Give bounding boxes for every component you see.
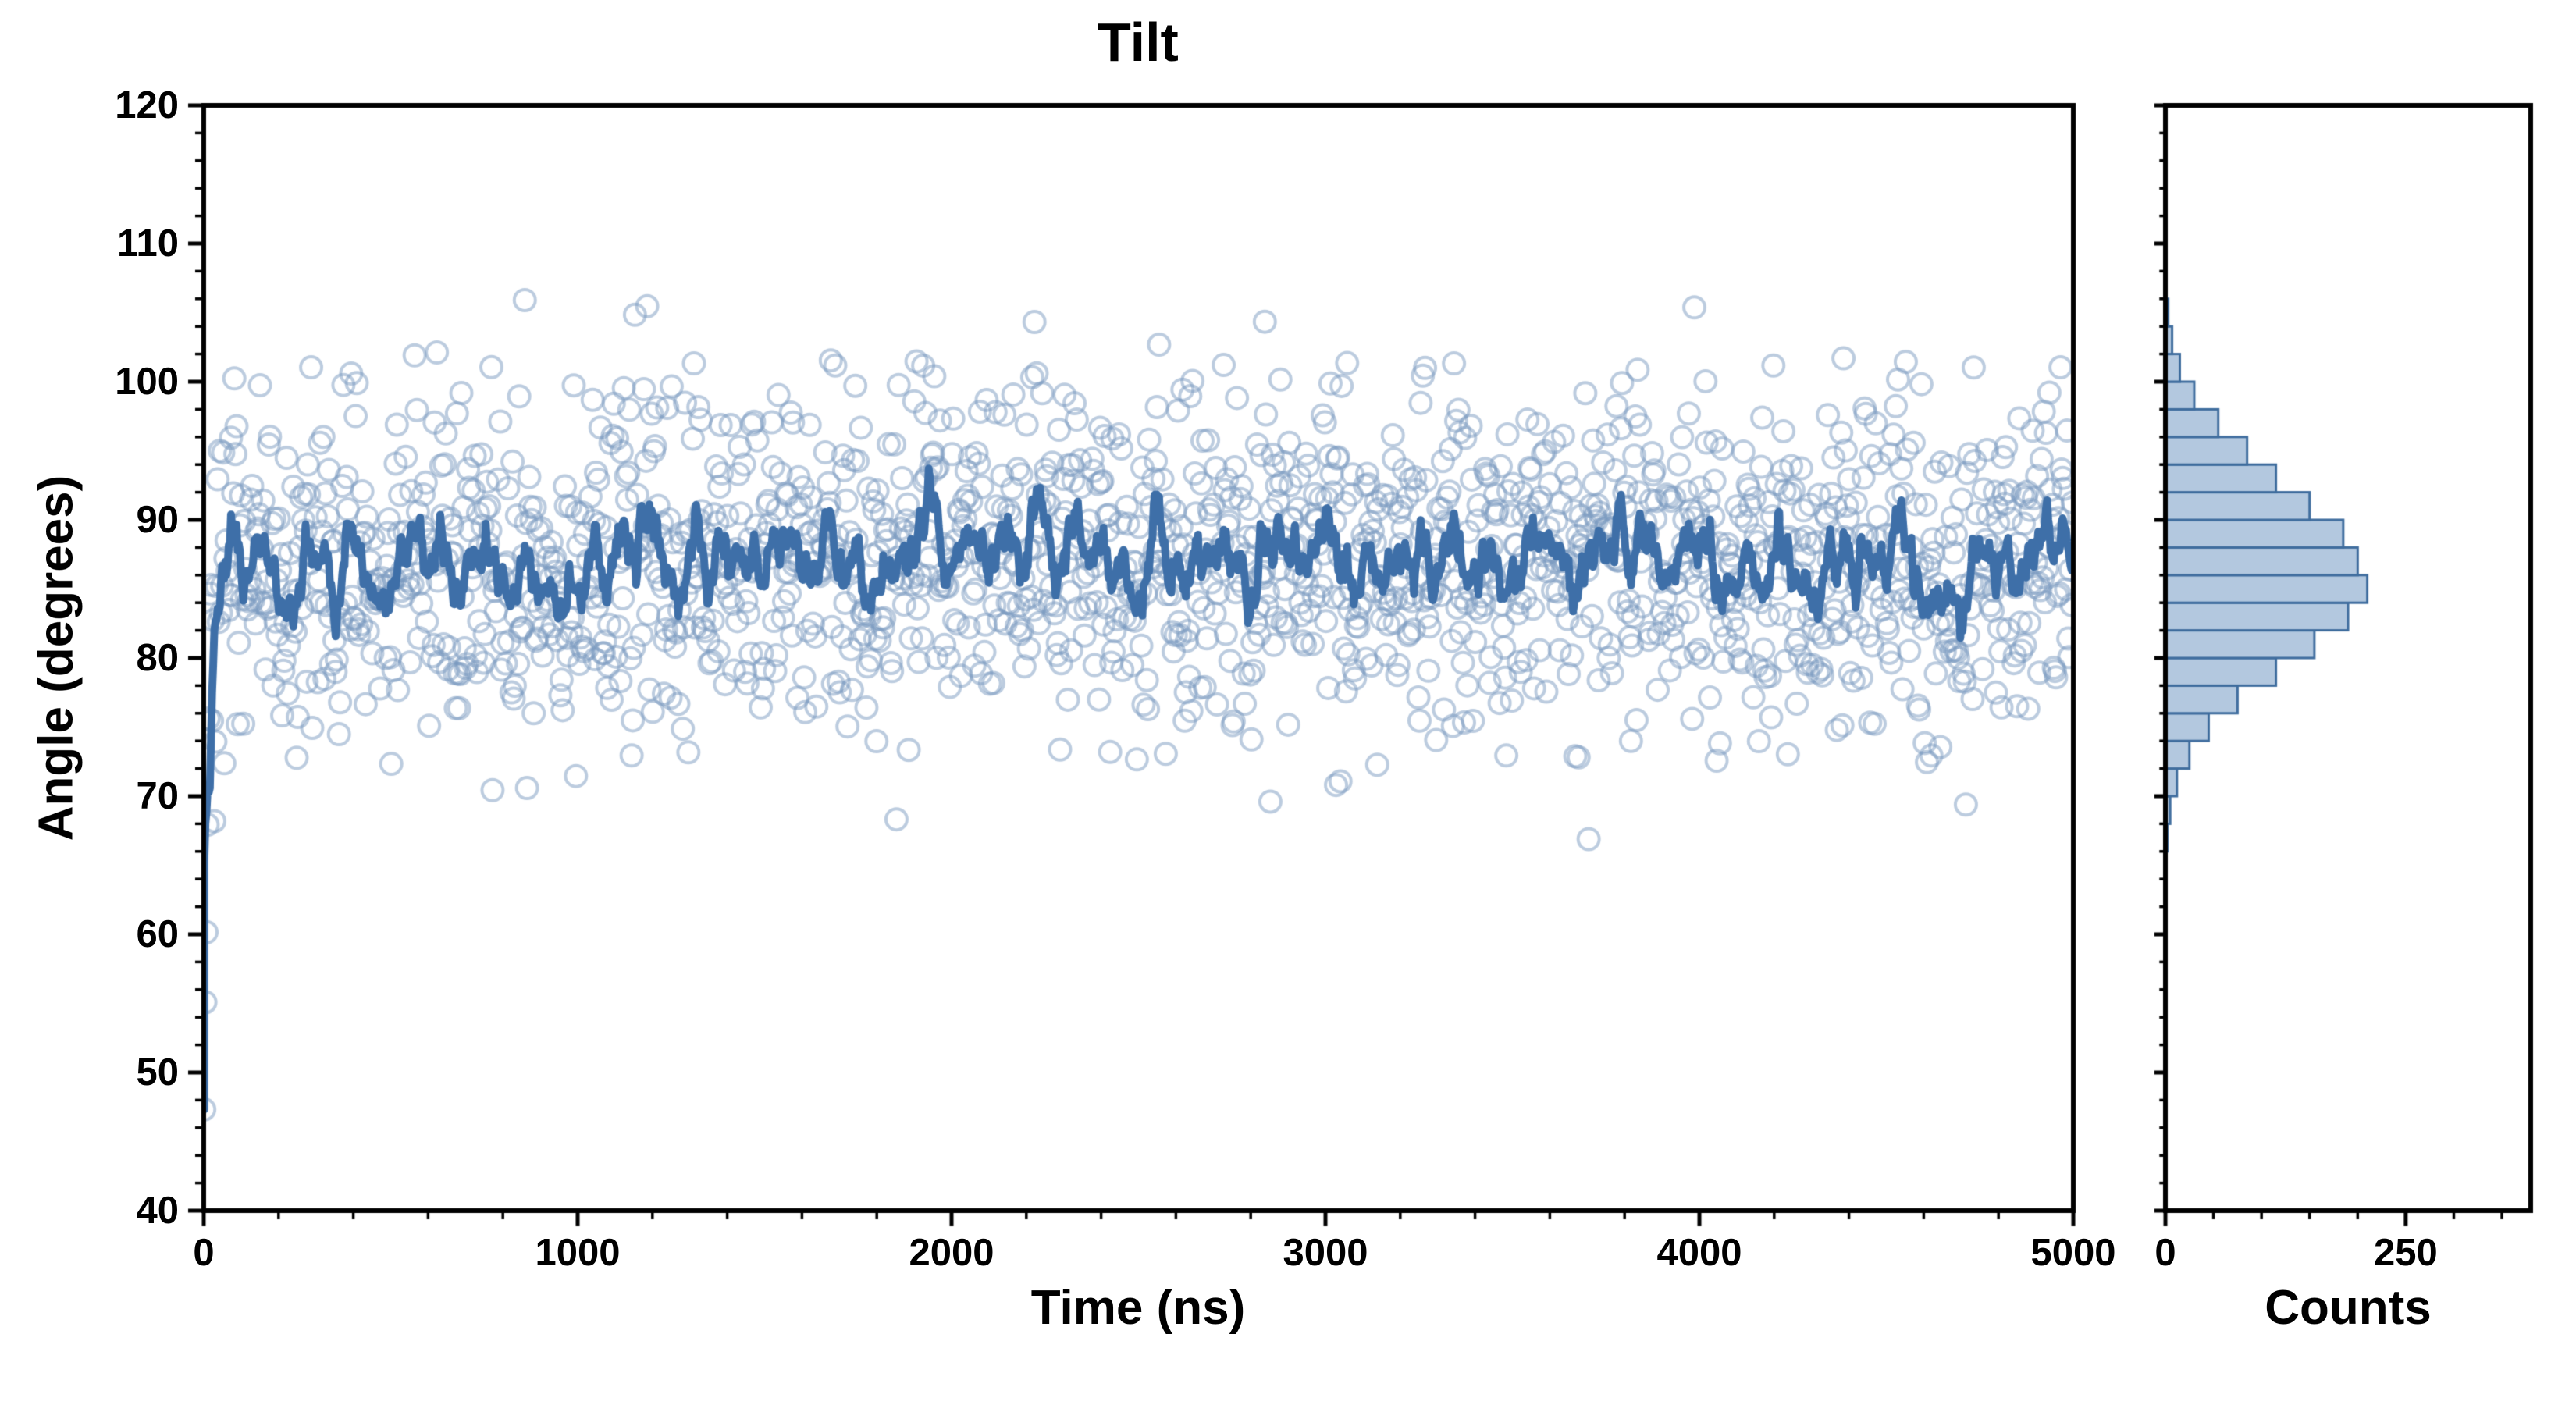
y-tick-label: 70 <box>136 775 179 817</box>
y-axis-label: Angle (degrees) <box>29 475 84 841</box>
hist-x-tick-label: 0 <box>2154 1232 2176 1274</box>
y-tick-label: 60 <box>136 913 179 955</box>
hist-x-tick-label: 250 <box>2374 1232 2438 1274</box>
hist-axis-label: Counts <box>2265 1281 2432 1335</box>
x-tick-label: 0 <box>193 1232 215 1274</box>
y-tick-label: 110 <box>116 222 179 265</box>
x-tick-label: 5000 <box>2030 1232 2116 1274</box>
y-tick-label: 80 <box>136 637 179 679</box>
x-tick-label: 4000 <box>1656 1232 1742 1274</box>
y-tick-label: 50 <box>136 1051 179 1094</box>
y-tick-label: 40 <box>136 1190 179 1232</box>
chart-title: Tilt <box>1098 12 1179 73</box>
x-tick-label: 2000 <box>909 1232 994 1274</box>
y-tick-label: 90 <box>136 499 179 541</box>
x-tick-label: 3000 <box>1283 1232 1368 1274</box>
x-axis-label: Time (ns) <box>1030 1281 1246 1335</box>
y-tick-label: 100 <box>115 361 179 403</box>
y-tick-label: 120 <box>115 84 179 126</box>
x-tick-label: 1000 <box>535 1232 621 1274</box>
